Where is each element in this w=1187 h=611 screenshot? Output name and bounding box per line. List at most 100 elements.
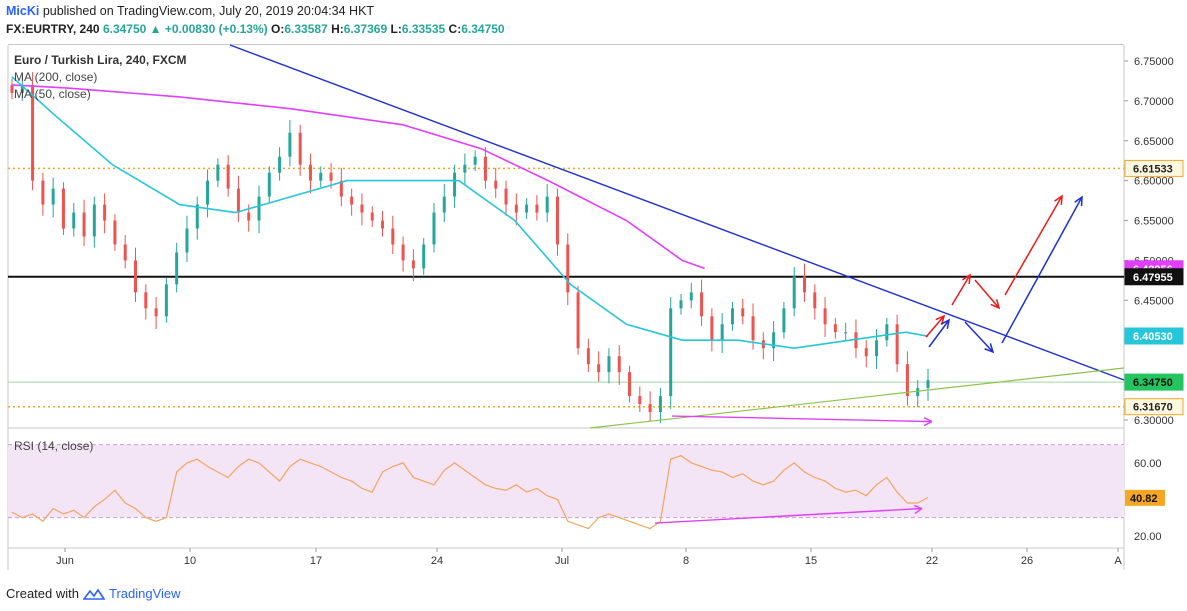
- rsi-tick-label: 20.00: [1134, 531, 1162, 543]
- candle-body: [772, 332, 776, 349]
- x-tick-label: Jul: [555, 555, 569, 567]
- candle-body: [31, 84, 35, 181]
- red-arrow-2: [951, 274, 971, 306]
- rsi-current-label: 40.82: [1130, 493, 1158, 505]
- candle-body: [103, 204, 107, 221]
- candle-body: [926, 380, 930, 389]
- publish-text: published on TradingView.com, July 20, 2…: [39, 4, 375, 18]
- candle-body: [247, 212, 251, 221]
- price-tag-label: 6.61533: [1133, 163, 1173, 175]
- candle-body: [710, 316, 714, 341]
- open-value: 6.33587: [284, 22, 328, 36]
- downtrend-line: [229, 44, 1125, 381]
- high-label: H:: [331, 22, 344, 36]
- candle-body: [576, 292, 580, 349]
- candle-body: [350, 196, 354, 205]
- candle-body: [813, 292, 817, 309]
- candle-body: [679, 300, 683, 309]
- candle-body: [319, 172, 323, 181]
- candle-body: [288, 132, 292, 157]
- blue-arrow-2: [964, 321, 994, 353]
- candle-body: [206, 180, 210, 205]
- x-tick-label: 22: [926, 555, 938, 567]
- x-tick-label: 24: [431, 555, 443, 567]
- rsi-divergence-arrowhead: [913, 504, 923, 515]
- candle-body: [535, 204, 539, 213]
- candle-body: [72, 212, 76, 229]
- blue-arrow-2-head: [984, 343, 995, 354]
- red-arrow-4-head: [1054, 194, 1063, 206]
- x-tick-label: Jun: [56, 555, 74, 567]
- rsi-divergence-line: [654, 507, 923, 524]
- candle-body: [494, 180, 498, 189]
- y-tick-label: 6.75000: [1134, 56, 1174, 68]
- red-arrow-2-head: [962, 273, 971, 285]
- y-tick-label: 6.70000: [1134, 96, 1174, 108]
- candle-body: [236, 188, 240, 213]
- up-arrow-icon: ▲: [149, 22, 162, 36]
- blue-arrow-1-head: [940, 318, 951, 329]
- tradingview-brand[interactable]: TradingView: [108, 586, 181, 601]
- open-label: O:: [271, 22, 285, 36]
- candle-body: [216, 164, 220, 181]
- candle-body: [391, 228, 395, 245]
- candle-body: [411, 260, 415, 269]
- candle-body: [802, 276, 806, 293]
- candle-body: [905, 364, 909, 397]
- candle-body: [782, 308, 786, 333]
- candle-body: [41, 180, 45, 205]
- candle-body: [555, 196, 559, 245]
- candle-body: [195, 204, 199, 229]
- candle-body: [463, 164, 467, 173]
- candle-body: [895, 324, 899, 365]
- y-tick-label: 6.30000: [1134, 415, 1174, 427]
- price-tag-ma50: [1124, 327, 1184, 345]
- candle-body: [586, 348, 590, 365]
- y-tick-label: 6.45000: [1134, 295, 1174, 307]
- blue-arrow-1: [928, 319, 950, 348]
- close-label: C:: [448, 22, 462, 36]
- ma200-legend[interactable]: MA (200, close): [14, 70, 98, 84]
- x-tick-label: 10: [184, 555, 196, 567]
- candle-body: [185, 228, 189, 253]
- uptrend-line: [589, 367, 1125, 429]
- ma50-legend[interactable]: MA (50, close): [14, 87, 91, 101]
- candle-body: [278, 156, 282, 173]
- price-tag-dotted: [1124, 159, 1184, 177]
- author-name[interactable]: MicKi: [6, 4, 40, 18]
- rsi-legend[interactable]: RSI (14, close): [14, 439, 94, 453]
- red-arrow-3-head: [990, 299, 1001, 310]
- ma200-line: [11, 84, 705, 270]
- rsi-current-tag: [1125, 489, 1165, 506]
- candle-body: [113, 220, 117, 245]
- x-tick-label: 17: [310, 555, 322, 567]
- candle-body: [381, 220, 385, 229]
- low-label: L:: [390, 22, 402, 36]
- candle-body: [751, 316, 755, 341]
- candle-body: [61, 188, 65, 229]
- candle-body: [607, 356, 611, 373]
- candle-body: [144, 292, 148, 309]
- created-with-label: Created with: [6, 586, 79, 601]
- red-arrow-4: [1004, 195, 1063, 296]
- chart-title: Euro / Turkish Lira, 240, FXCM: [14, 53, 187, 67]
- panel-border: [8, 44, 1124, 45]
- price-divergence-line: [671, 415, 933, 423]
- price-tag-line: [1124, 268, 1184, 286]
- candle-body: [597, 364, 601, 373]
- candle-body: [885, 324, 889, 341]
- symbol-label: FX:EURTRY, 240: [6, 22, 100, 36]
- candle-body: [360, 204, 364, 213]
- tradingview-logo-icon[interactable]: [82, 587, 105, 601]
- ohlc-bar: FX:EURTRY, 240 6.34750 ▲ +0.00830 (+0.13…: [6, 22, 505, 36]
- candle-body: [257, 196, 261, 221]
- candle-body: [617, 356, 621, 373]
- candle-body: [525, 204, 529, 213]
- candle-body: [432, 212, 436, 245]
- candle-body: [638, 396, 642, 405]
- candle-body: [483, 156, 487, 181]
- candle-body: [308, 164, 312, 181]
- candle-body: [844, 332, 848, 334]
- candle-body: [401, 244, 405, 261]
